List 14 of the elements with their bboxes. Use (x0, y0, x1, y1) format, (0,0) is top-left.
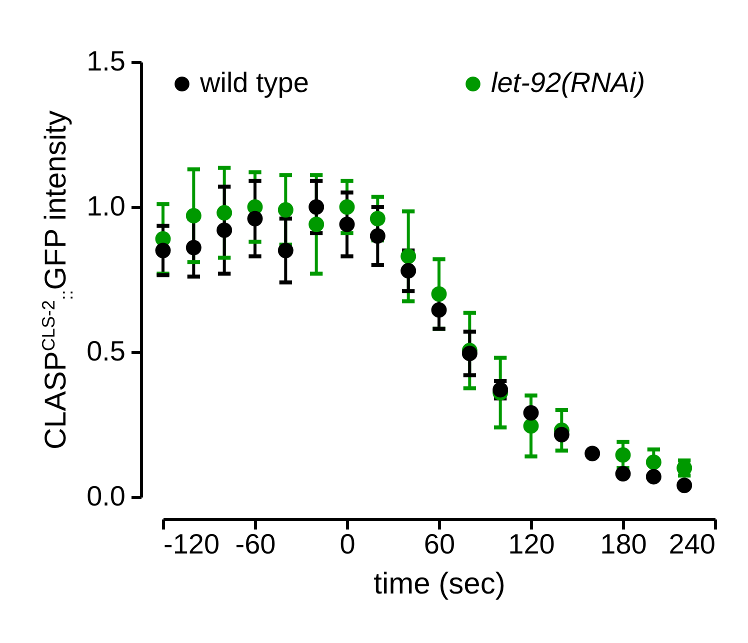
x-tick-label: 60 (424, 528, 456, 560)
x-tick-label: -120 (164, 528, 220, 560)
x-tick-label: -60 (235, 528, 276, 560)
x-tick-label: 240 (668, 528, 716, 560)
y-tick-label: 0.5 (86, 336, 126, 366)
legend-label: let-92(RNAi) (491, 67, 646, 98)
x-axis-title: time (sec) (374, 568, 506, 600)
y-tick-label: 0.0 (86, 480, 126, 512)
y-tick-label: 1.5 (86, 46, 126, 76)
x-tick-label: 120 (508, 528, 555, 560)
x-tick-label: 180 (600, 528, 647, 560)
y-tick-label: 1.0 (86, 190, 126, 222)
x-tick-label: 0 (340, 528, 356, 560)
legend-label: wild type (199, 67, 309, 98)
